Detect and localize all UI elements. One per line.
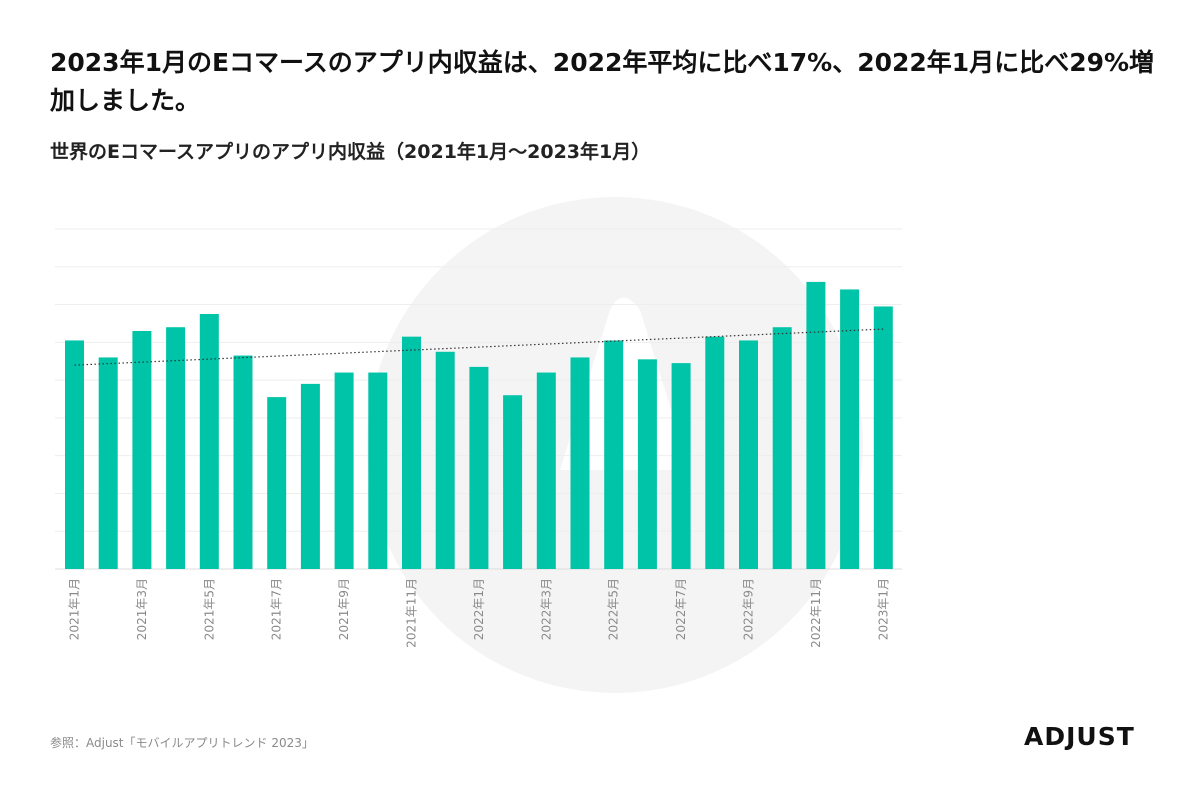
bar-6 [233, 355, 253, 569]
x-tick-label: 2021年11月 [405, 578, 419, 648]
bar-20 [705, 336, 725, 569]
x-tick-label: 2023年1月 [876, 578, 890, 640]
bar-10 [368, 372, 388, 569]
bar-24 [840, 289, 860, 569]
trendline-group [74, 328, 884, 366]
x-tick-label: 2021年5月 [202, 578, 216, 640]
bar-4 [166, 327, 186, 569]
bar-13 [469, 366, 489, 569]
bar-5 [199, 314, 219, 569]
bar-18 [637, 359, 657, 569]
watermark-cutout [560, 297, 690, 470]
adjust-logo: ADJUST [1024, 722, 1135, 751]
bar-12 [435, 351, 455, 569]
bar-23 [806, 281, 826, 569]
x-tick-label: 2022年3月 [539, 578, 553, 640]
bar-8 [300, 383, 320, 569]
bar-22 [772, 327, 792, 569]
x-tick-labels: 2021年1月 2021年3月 2021年5月 2021年7月 2021年9月 2021年… [68, 578, 891, 648]
x-tick-label: 2021年1月 [68, 578, 82, 640]
bar-15 [536, 372, 556, 569]
bar-21 [739, 340, 758, 569]
x-tick-label: 2022年1月 [472, 578, 486, 640]
x-tick-label: 2022年9月 [742, 578, 756, 640]
source-note: 参照：Adjust「モバイルアプリトレンド 2023」 [50, 736, 314, 750]
bars [65, 281, 893, 569]
bar-11 [402, 336, 421, 569]
trendline [74, 328, 884, 366]
x-tick-label: 2022年5月 [607, 578, 621, 640]
x-tick-label: 2022年11月 [809, 578, 823, 648]
bar-16 [570, 357, 590, 569]
bar-3 [132, 331, 152, 569]
bar-9 [334, 372, 354, 569]
bar-25 [873, 306, 893, 569]
x-tick-label: 2021年3月 [135, 578, 149, 640]
chart-subtitle: 世界のEコマースアプリのアプリ内収益（2021年1月～2023年1月） [50, 141, 651, 163]
bar-1 [65, 340, 84, 569]
headline: 2023年1月のEコマースのアプリ内収益は、2022年平均に比べ17%、2022… [50, 48, 1155, 115]
bar-2 [98, 357, 118, 569]
x-tick-label: 2021年7月 [270, 578, 284, 640]
bar-7 [267, 397, 287, 569]
bar-14 [503, 395, 523, 569]
bar-17 [604, 340, 624, 569]
x-tick-label: 2022年7月 [674, 578, 688, 640]
x-tick-label: 2021年9月 [337, 578, 351, 640]
bar-19 [671, 363, 691, 569]
